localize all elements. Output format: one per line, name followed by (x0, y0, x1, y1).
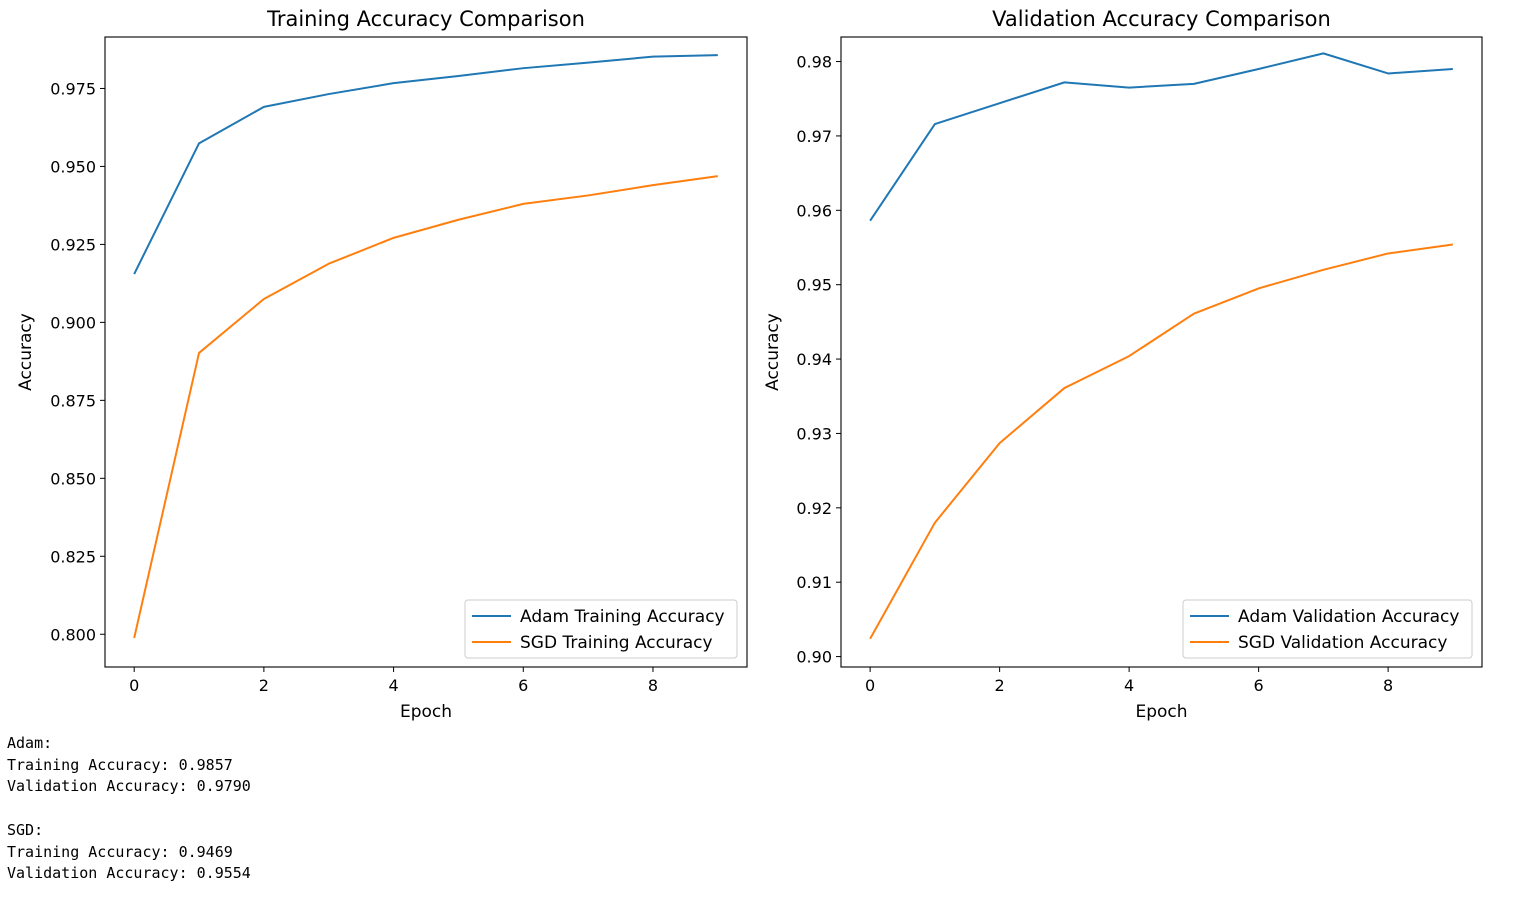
chart-panel-2: 0 2 4 6 8 0.90 0.91 0.92 0.93 0.94 0.95 0.96 0.97 0.9… (763, 7, 1483, 722)
console-line: Validation Accuracy: 0.9790 (7, 777, 251, 796)
chart-title: Validation Accuracy Comparison (992, 7, 1331, 31)
y-tick-label: 0.90 (796, 648, 832, 667)
y-tick-label: 0.95 (796, 276, 832, 295)
x-tick-label: 2 (995, 676, 1005, 695)
legend: Adam Training Accuracy SGD Training Accur… (464, 599, 738, 659)
x-tick-label: 0 (865, 676, 875, 695)
figure: 0 2 4 6 80.8000.8250.8500.8750.9000.9250.950… (16, 7, 1483, 722)
y-tick-label: 0.91 (796, 573, 832, 592)
console-output: Adam: Training Accuracy: 0.9857 Validation… (7, 733, 251, 885)
y-tick-label: 0.950 (50, 157, 96, 176)
legend: Adam Validation Accuracy SGD Validation A… (1182, 599, 1473, 659)
x-tick-label: 8 (648, 676, 658, 695)
console-line: Training Accuracy: 0.9469 (7, 842, 233, 861)
legend-label-1: Adam Validation Accuracy (1238, 607, 1459, 627)
x-tick-label: 6 (518, 676, 528, 695)
x-axis-label: Epoch (1135, 702, 1187, 722)
x-tick-label: 2 (259, 676, 269, 695)
legend-label-2: SGD Validation Accuracy (1238, 633, 1447, 653)
x-tick-label: 4 (388, 676, 398, 695)
y-tick-label: 0.94 (796, 350, 832, 369)
x-tick-label: 6 (1254, 676, 1264, 695)
plot-frame (840, 36, 1483, 668)
y-axis-label: Accuracy (763, 313, 783, 391)
x-tick-label: 8 (1383, 676, 1393, 695)
y-tick-label: 0.800 (50, 625, 96, 644)
series-line-1 (869, 52, 1453, 222)
chart-panel-1: 0 2 4 6 8 0.800 0.825 0.850 0.875 0.900 0.925 0.950… (16, 7, 748, 722)
series-line-2 (869, 243, 1453, 640)
y-tick-label: 0.875 (50, 391, 96, 410)
y-tick-label: 0.925 (50, 235, 96, 254)
legend-label-2: SGD Training Accuracy (520, 633, 713, 653)
y-tick-label: 0.96 (796, 201, 832, 220)
series-line-2 (133, 175, 718, 639)
console-line: Adam: (7, 734, 53, 752)
y-axis-label: Accuracy (16, 313, 36, 391)
x-tick-label: 4 (1124, 676, 1134, 695)
legend-label-1: Adam Training Accuracy (520, 607, 725, 627)
y-tick-label: 0.92 (796, 499, 832, 518)
console-line: SGD: (7, 820, 44, 839)
y-tick-label: 0.98 (796, 53, 832, 72)
series-line-1 (133, 54, 718, 275)
y-tick-label: 0.900 (50, 313, 96, 332)
chart-title: Training Accuracy Comparison (266, 7, 585, 31)
x-tick-label: 0 (129, 676, 139, 695)
y-tick-label: 0.93 (796, 424, 832, 443)
legend-box (1182, 599, 1473, 659)
plot-frame (104, 36, 748, 668)
console-line: Validation Accuracy: 0.9554 (7, 864, 251, 883)
console-line: Training Accuracy: 0.9857 (7, 755, 233, 774)
legend-box (464, 599, 738, 659)
y-tick-label: 0.850 (50, 469, 96, 488)
x-axis-label: Epoch (400, 702, 452, 722)
y-tick-label: 0.975 (50, 79, 96, 98)
y-tick-label: 0.97 (796, 127, 832, 146)
console-blank-line (7, 798, 251, 820)
y-tick-label: 0.825 (50, 547, 96, 566)
